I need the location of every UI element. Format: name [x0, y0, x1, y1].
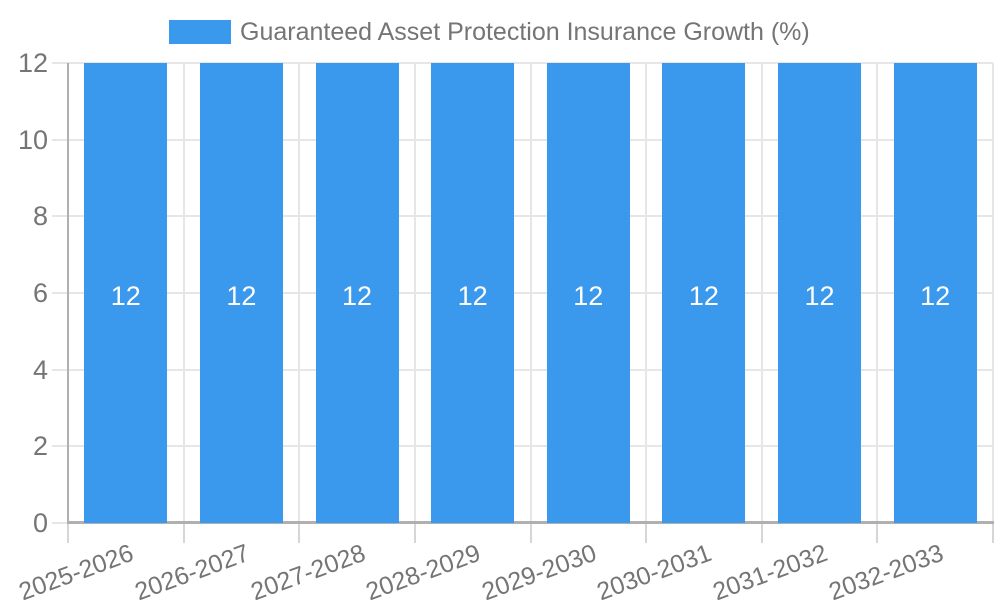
x-axis-label: 2030-2031 — [593, 539, 716, 600]
y-axis-label: 10 — [17, 124, 48, 155]
y-axis-label: 12 — [17, 48, 48, 78]
bar[interactable] — [778, 63, 862, 523]
y-axis-label: 2 — [32, 431, 48, 462]
x-axis-tick — [298, 523, 301, 543]
x-axis-tick — [645, 523, 648, 543]
x-axis-tick — [67, 523, 69, 543]
y-axis-tick — [52, 522, 68, 524]
bar-value-label: 12 — [110, 281, 141, 311]
bar-value-label: 12 — [573, 281, 604, 311]
x-gridline — [992, 63, 994, 523]
y-axis-tick — [52, 292, 68, 294]
bar-value-label: 12 — [804, 281, 835, 311]
x-axis-tick — [529, 523, 532, 543]
bar-value-label: 12 — [457, 281, 488, 311]
x-axis-label: 2031-2032 — [709, 539, 832, 600]
x-axis-tick — [413, 523, 416, 543]
x-axis-label: 2028-2029 — [362, 539, 485, 600]
bar[interactable] — [199, 63, 283, 523]
x-gridline — [298, 63, 301, 523]
y-axis-tick — [52, 62, 68, 64]
bar[interactable] — [893, 63, 977, 523]
x-axis-label: 2027-2028 — [246, 539, 369, 600]
legend-label: Guaranteed Asset Protection Insurance Gr… — [240, 18, 810, 46]
y-axis-tick — [52, 368, 68, 371]
bar-value-label: 12 — [688, 281, 719, 311]
bar-value-label: 12 — [226, 281, 257, 311]
y-axis-label: 6 — [32, 278, 48, 308]
y-axis-tick — [52, 215, 68, 218]
x-gridline — [529, 63, 532, 523]
y-axis-line — [67, 63, 69, 524]
bar-value-label: 12 — [342, 281, 373, 311]
x-axis-label: 2026-2027 — [131, 539, 254, 600]
y-axis-label: 4 — [32, 354, 48, 385]
x-gridline — [645, 63, 648, 523]
bar[interactable] — [84, 63, 168, 523]
x-axis-tick — [182, 523, 185, 543]
y-axis-tick — [52, 445, 68, 448]
x-gridline — [182, 63, 185, 523]
x-axis-tick — [992, 523, 994, 543]
bar[interactable] — [315, 63, 399, 523]
bar[interactable] — [662, 63, 746, 523]
legend-swatch-icon — [169, 20, 231, 44]
x-gridline — [876, 63, 879, 523]
y-axis-tick — [52, 138, 68, 141]
bar[interactable] — [431, 63, 515, 523]
chart-legend[interactable]: Guaranteed Asset Protection Insurance Gr… — [169, 19, 810, 45]
x-axis-label: 2029-2030 — [477, 539, 600, 600]
bar-value-label: 12 — [920, 281, 951, 311]
x-axis-tick — [760, 523, 763, 543]
x-gridline — [760, 63, 763, 523]
y-axis-label: 8 — [32, 201, 48, 232]
y-axis-label: 0 — [32, 508, 48, 538]
x-axis-label: 2032-2033 — [824, 539, 947, 600]
x-axis-tick — [876, 523, 879, 543]
x-axis-label: 2025-2026 — [15, 539, 138, 600]
bar[interactable] — [546, 63, 630, 523]
x-axis-line — [67, 521, 994, 524]
x-gridline — [413, 63, 416, 523]
